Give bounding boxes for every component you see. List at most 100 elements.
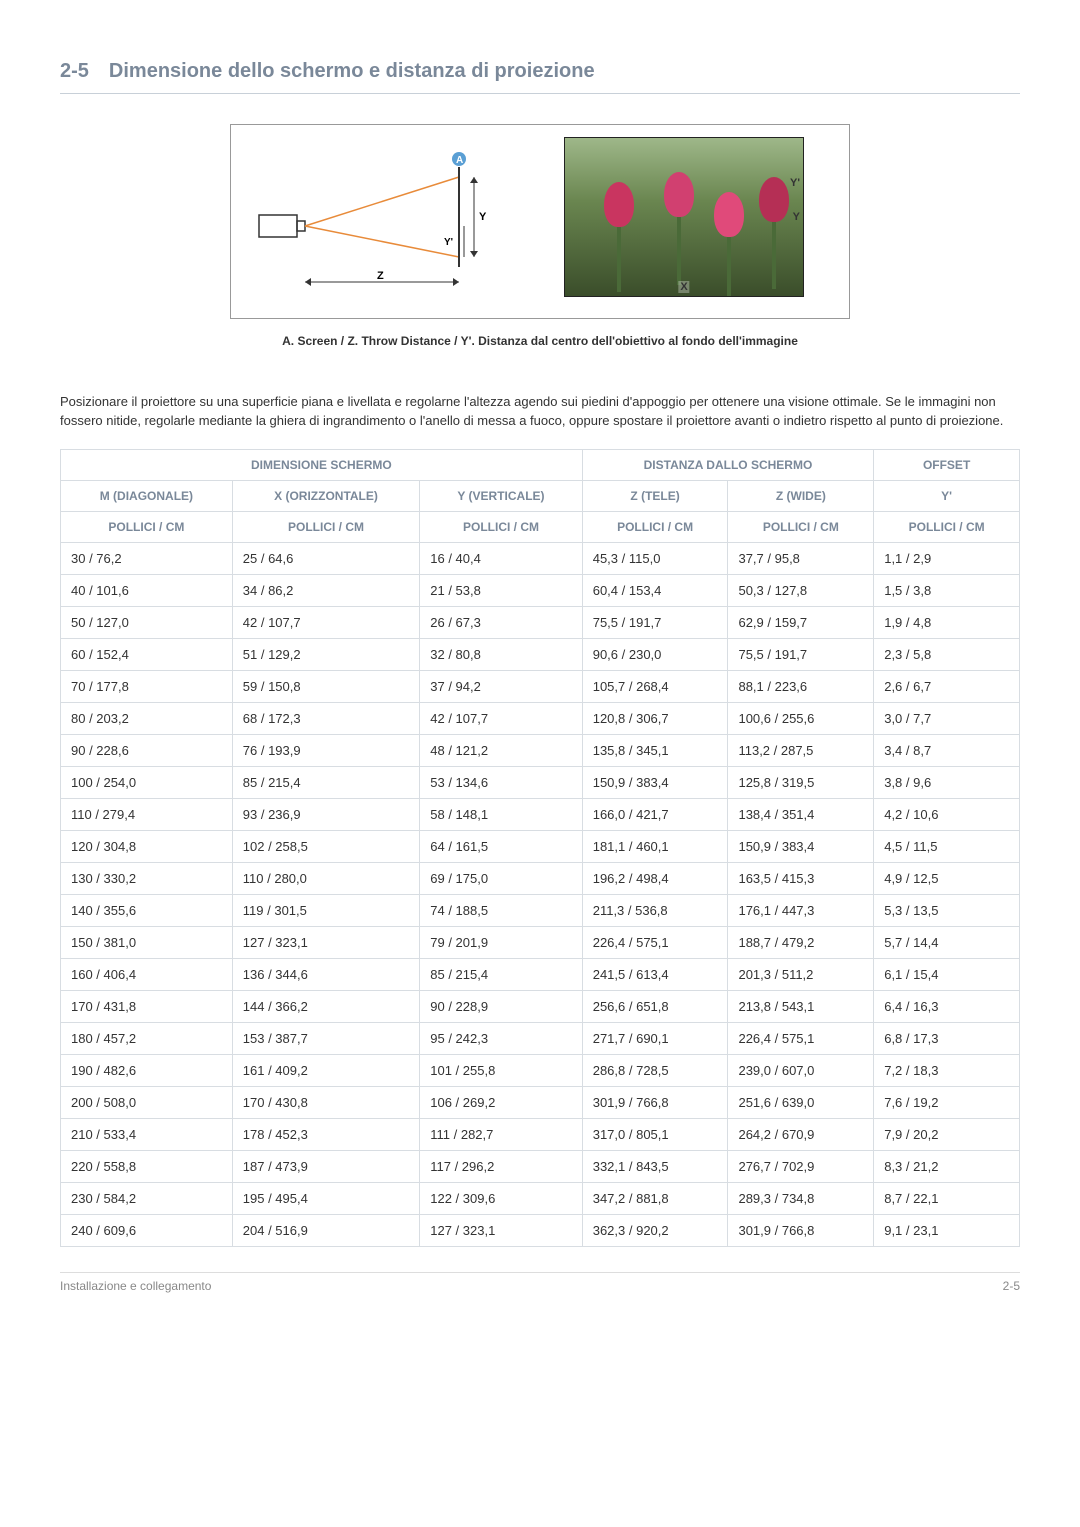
table-cell: 211,3 / 536,8 [582,894,728,926]
table-cell: 135,8 / 345,1 [582,734,728,766]
table-cell: 347,2 / 881,8 [582,1182,728,1214]
table-cell: 51 / 129,2 [232,638,419,670]
table-cell: 239,0 / 607,0 [728,1054,874,1086]
table-cell: 150 / 381,0 [61,926,233,958]
table-cell: 79 / 201,9 [420,926,582,958]
table-cell: 7,9 / 20,2 [874,1118,1020,1150]
table-row: 220 / 558,8187 / 473,9117 / 296,2332,1 /… [61,1150,1020,1182]
table-cell: 226,4 / 575,1 [728,1022,874,1054]
table-cell: 8,7 / 22,1 [874,1182,1020,1214]
table-cell: 120,8 / 306,7 [582,702,728,734]
footer-right: 2-5 [1003,1279,1020,1293]
subhead-zwide: Z (WIDE) [728,480,874,511]
table-cell: 37,7 / 95,8 [728,542,874,574]
group-header-offset: OFFSET [874,449,1020,480]
table-cell: 110 / 279,4 [61,798,233,830]
svg-text:Z: Z [377,270,384,282]
unit-3: POLLICI / CM [582,511,728,542]
table-row: 50 / 127,042 / 107,726 / 67,375,5 / 191,… [61,606,1020,638]
table-cell: 3,4 / 8,7 [874,734,1020,766]
diagram-left-panel: A Z Y Y' [249,137,539,307]
table-cell: 37 / 94,2 [420,670,582,702]
table-cell: 170 / 431,8 [61,990,233,1022]
table-cell: 102 / 258,5 [232,830,419,862]
table-cell: 362,3 / 920,2 [582,1214,728,1246]
table-cell: 64 / 161,5 [420,830,582,862]
table-cell: 3,0 / 7,7 [874,702,1020,734]
table-row: 200 / 508,0170 / 430,8106 / 269,2301,9 /… [61,1086,1020,1118]
svg-text:A: A [456,155,463,166]
table-cell: 70 / 177,8 [61,670,233,702]
table-cell: 6,4 / 16,3 [874,990,1020,1022]
group-header-distanza: DISTANZA DALLO SCHERMO [582,449,874,480]
table-cell: 100,6 / 255,6 [728,702,874,734]
table-cell: 176,1 / 447,3 [728,894,874,926]
footer-left: Installazione e collegamento [60,1279,211,1293]
table-cell: 2,3 / 5,8 [874,638,1020,670]
unit-5: POLLICI / CM [874,511,1020,542]
table-cell: 125,8 / 319,5 [728,766,874,798]
diagram-right-panel: X Y Y' [564,137,824,307]
table-cell: 1,1 / 2,9 [874,542,1020,574]
table-row: 230 / 584,2195 / 495,4122 / 309,6347,2 /… [61,1182,1020,1214]
table-cell: 88,1 / 223,6 [728,670,874,702]
table-cell: 195 / 495,4 [232,1182,419,1214]
table-cell: 68 / 172,3 [232,702,419,734]
table-cell: 264,2 / 670,9 [728,1118,874,1150]
table-cell: 117 / 296,2 [420,1150,582,1182]
table-cell: 42 / 107,7 [420,702,582,734]
table-cell: 90,6 / 230,0 [582,638,728,670]
subhead-ztele: Z (TELE) [582,480,728,511]
table-cell: 181,1 / 460,1 [582,830,728,862]
table-cell: 30 / 76,2 [61,542,233,574]
table-row: 160 / 406,4136 / 344,685 / 215,4241,5 / … [61,958,1020,990]
table-cell: 42 / 107,7 [232,606,419,638]
table-cell: 1,5 / 3,8 [874,574,1020,606]
table-cell: 166,0 / 421,7 [582,798,728,830]
table-cell: 101 / 255,8 [420,1054,582,1086]
table-cell: 105,7 / 268,4 [582,670,728,702]
table-row: 210 / 533,4178 / 452,3111 / 282,7317,0 /… [61,1118,1020,1150]
table-cell: 251,6 / 639,0 [728,1086,874,1118]
table-cell: 119 / 301,5 [232,894,419,926]
table-cell: 76 / 193,9 [232,734,419,766]
table-cell: 48 / 121,2 [420,734,582,766]
table-row: 40 / 101,634 / 86,221 / 53,860,4 / 153,4… [61,574,1020,606]
table-row: 150 / 381,0127 / 323,179 / 201,9226,4 / … [61,926,1020,958]
table-cell: 204 / 516,9 [232,1214,419,1246]
table-cell: 153 / 387,7 [232,1022,419,1054]
table-cell: 163,5 / 415,3 [728,862,874,894]
table-cell: 6,1 / 15,4 [874,958,1020,990]
section-heading: 2-5Dimensione dello schermo e distanza d… [60,60,1020,94]
table-cell: 187 / 473,9 [232,1150,419,1182]
table-row: 190 / 482,6161 / 409,2101 / 255,8286,8 /… [61,1054,1020,1086]
unit-1: POLLICI / CM [232,511,419,542]
table-cell: 200 / 508,0 [61,1086,233,1118]
table-cell: 58 / 148,1 [420,798,582,830]
group-header-dimensione: DIMENSIONE SCHERMO [61,449,583,480]
table-cell: 127 / 323,1 [420,1214,582,1246]
section-title-text: Dimensione dello schermo e distanza di p… [109,60,595,82]
diagram-container: A Z Y Y' X Y [60,124,1020,319]
subhead-x: X (ORIZZONTALE) [232,480,419,511]
table-cell: 110 / 280,0 [232,862,419,894]
table-cell: 301,9 / 766,8 [728,1214,874,1246]
table-cell: 301,9 / 766,8 [582,1086,728,1118]
table-cell: 226,4 / 575,1 [582,926,728,958]
table-cell: 60 / 152,4 [61,638,233,670]
svg-text:Y': Y' [444,237,453,248]
table-cell: 90 / 228,9 [420,990,582,1022]
projector-schematic-icon: A Z Y Y' [249,137,539,307]
label-x: X [678,281,689,293]
table-cell: 25 / 64,6 [232,542,419,574]
table-cell: 127 / 323,1 [232,926,419,958]
table-cell: 50,3 / 127,8 [728,574,874,606]
table-cell: 6,8 / 17,3 [874,1022,1020,1054]
table-cell: 9,1 / 23,1 [874,1214,1020,1246]
table-cell: 4,9 / 12,5 [874,862,1020,894]
table-cell: 85 / 215,4 [232,766,419,798]
table-cell: 4,5 / 11,5 [874,830,1020,862]
table-cell: 85 / 215,4 [420,958,582,990]
page-footer: Installazione e collegamento 2-5 [60,1272,1020,1293]
table-cell: 32 / 80,8 [420,638,582,670]
